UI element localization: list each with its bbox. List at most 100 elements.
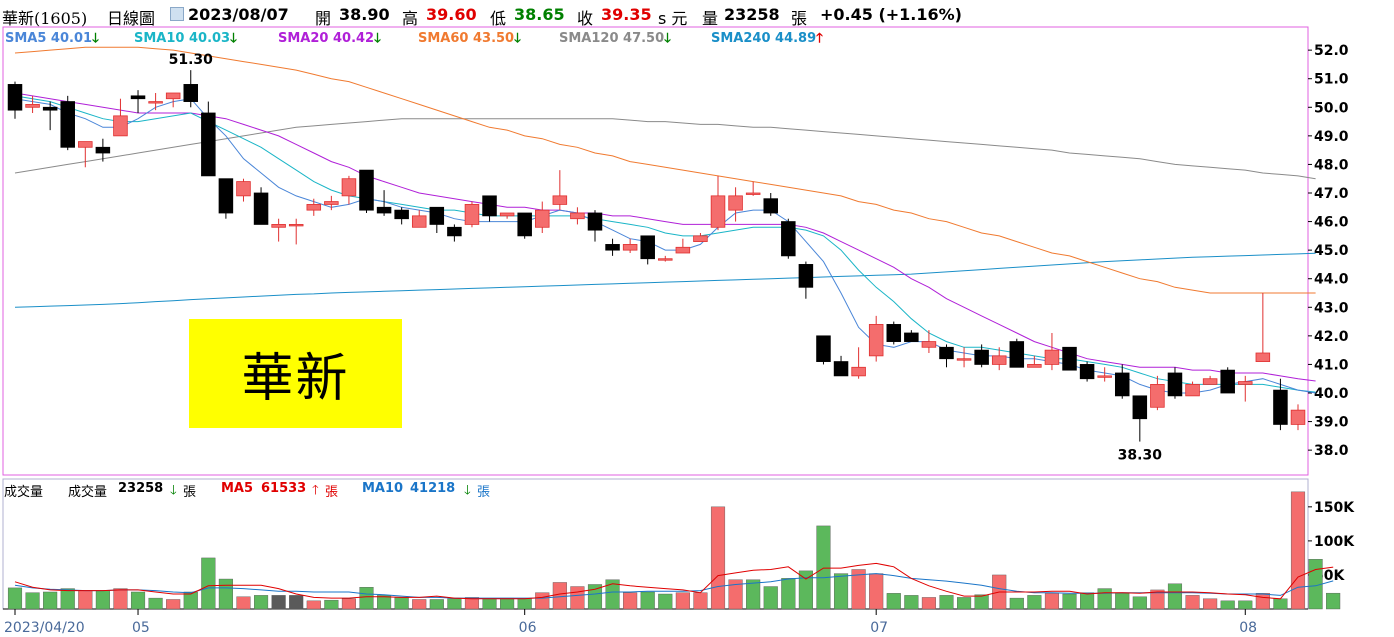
candle — [1167, 367, 1183, 399]
candle — [833, 355, 849, 377]
volume-bar — [218, 578, 233, 610]
low-value: 38.65 — [514, 5, 565, 24]
volume-bar — [429, 599, 444, 610]
price-tick-label: 40.0 — [1314, 386, 1349, 402]
volume-bar — [1132, 596, 1147, 610]
volume-bar — [640, 591, 655, 610]
price-tick-label: 46.0 — [1314, 215, 1349, 231]
candle-body — [42, 106, 58, 111]
volume-bar — [1150, 589, 1165, 610]
candle — [447, 224, 462, 242]
series-line-sma10 — [14, 95, 1316, 393]
candle — [429, 206, 445, 233]
price-tick-label: 51.0 — [1314, 72, 1349, 88]
candle-body — [271, 224, 286, 228]
candle-body — [148, 101, 163, 104]
candle — [535, 201, 550, 233]
volume-bar — [587, 584, 603, 610]
candle-body — [622, 244, 638, 251]
volume-bar — [904, 595, 919, 610]
volume-bar — [464, 597, 480, 610]
candle — [42, 101, 58, 131]
candle — [904, 330, 919, 342]
candle-body — [253, 192, 269, 225]
candle — [324, 195, 339, 211]
volume-bar — [289, 595, 304, 610]
series-line-ma5-volume — [14, 562, 1334, 600]
candle — [1255, 293, 1271, 362]
candle — [1097, 367, 1112, 382]
volume-bar — [1290, 491, 1306, 610]
x-tick-label: 05 — [132, 620, 150, 636]
price-tick-label: 45.0 — [1314, 243, 1349, 259]
candle — [1062, 346, 1077, 371]
ma10v-legend-value: 41218 — [410, 481, 456, 496]
candle-body — [1027, 364, 1042, 368]
volume-bar — [535, 592, 550, 610]
close-label: 收 — [577, 9, 594, 28]
candle — [991, 347, 1007, 371]
volume-bar — [1203, 598, 1218, 610]
price-tick-label: 48.0 — [1314, 157, 1349, 173]
change-value: +0.45 (+1.16%) — [820, 5, 962, 24]
volume-bar — [939, 595, 954, 610]
arrow-down-icon: 🡓 — [92, 31, 99, 46]
series-line-sma120 — [14, 118, 1316, 180]
volume-bar — [95, 590, 110, 610]
volume-bar — [552, 582, 567, 610]
candle — [288, 218, 304, 245]
candle-body — [394, 209, 409, 220]
candle-body — [728, 195, 743, 211]
candle — [148, 93, 163, 111]
candle — [236, 178, 251, 202]
candle-body — [1132, 395, 1148, 420]
candle — [570, 207, 585, 225]
candle — [376, 190, 392, 216]
candle — [1238, 375, 1253, 402]
candle-body — [658, 258, 673, 261]
volume-bar — [1185, 595, 1200, 610]
checkbox-icon[interactable] — [170, 7, 184, 21]
candle-body — [429, 206, 445, 225]
candle — [1044, 333, 1060, 371]
candle-body — [1114, 372, 1130, 397]
close-suffix: s 元 — [658, 9, 688, 28]
price-tick-label: 47.0 — [1314, 186, 1349, 202]
series-line-sma60 — [14, 46, 1316, 294]
candle-body — [693, 235, 708, 242]
candle — [60, 95, 75, 151]
volume-bar — [1027, 595, 1042, 610]
high-value: 39.60 — [426, 5, 477, 24]
volume-bar — [1238, 600, 1253, 610]
price-tick-label: 43.0 — [1314, 300, 1349, 316]
candle-body — [1062, 346, 1077, 371]
volume-panel-title: 成交量 — [4, 485, 44, 500]
price-tick-label: 44.0 — [1314, 272, 1349, 288]
candle-body — [376, 206, 392, 214]
candle-body — [781, 221, 796, 257]
candle — [1185, 381, 1200, 397]
candle-body — [851, 366, 866, 377]
candle-body — [482, 195, 497, 217]
volume-legend-label: 成交量 — [68, 485, 108, 500]
candle-body — [745, 192, 761, 195]
sma-legend: SMA5 40.01🡓 SMA10 40.03🡓 SMA20 40.42🡓 SMA60… — [0, 27, 1300, 47]
candle-body — [921, 341, 937, 348]
chart-kind[interactable]: 日線圖 — [107, 9, 156, 28]
volume-bar — [921, 597, 936, 610]
candle-body — [1220, 369, 1235, 394]
volume-bar — [324, 599, 339, 610]
candle — [394, 207, 409, 225]
x-tick-label: 07 — [870, 620, 888, 636]
candle — [1273, 378, 1288, 431]
volume-bar — [482, 598, 497, 610]
candle-body — [1202, 378, 1218, 385]
candle-body — [710, 195, 726, 228]
volume-bar — [7, 587, 23, 610]
candle-body — [1150, 384, 1165, 408]
volume-bar — [1009, 597, 1024, 610]
candle — [7, 81, 23, 119]
candle-body — [1009, 341, 1025, 368]
volume-bar — [1167, 583, 1183, 610]
